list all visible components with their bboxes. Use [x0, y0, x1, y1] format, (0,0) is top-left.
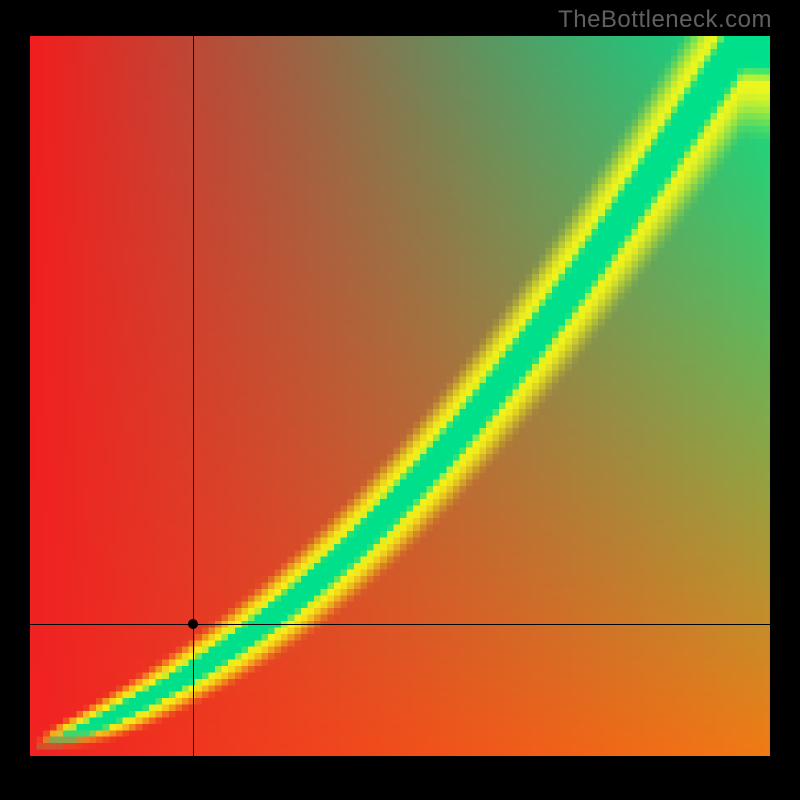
crosshair-vertical [193, 36, 194, 756]
watermark-text: TheBottleneck.com [558, 6, 772, 34]
heatmap-canvas [30, 36, 770, 756]
crosshair-marker-dot [188, 619, 198, 629]
crosshair-horizontal [30, 624, 770, 625]
bottleneck-heatmap [30, 36, 770, 756]
